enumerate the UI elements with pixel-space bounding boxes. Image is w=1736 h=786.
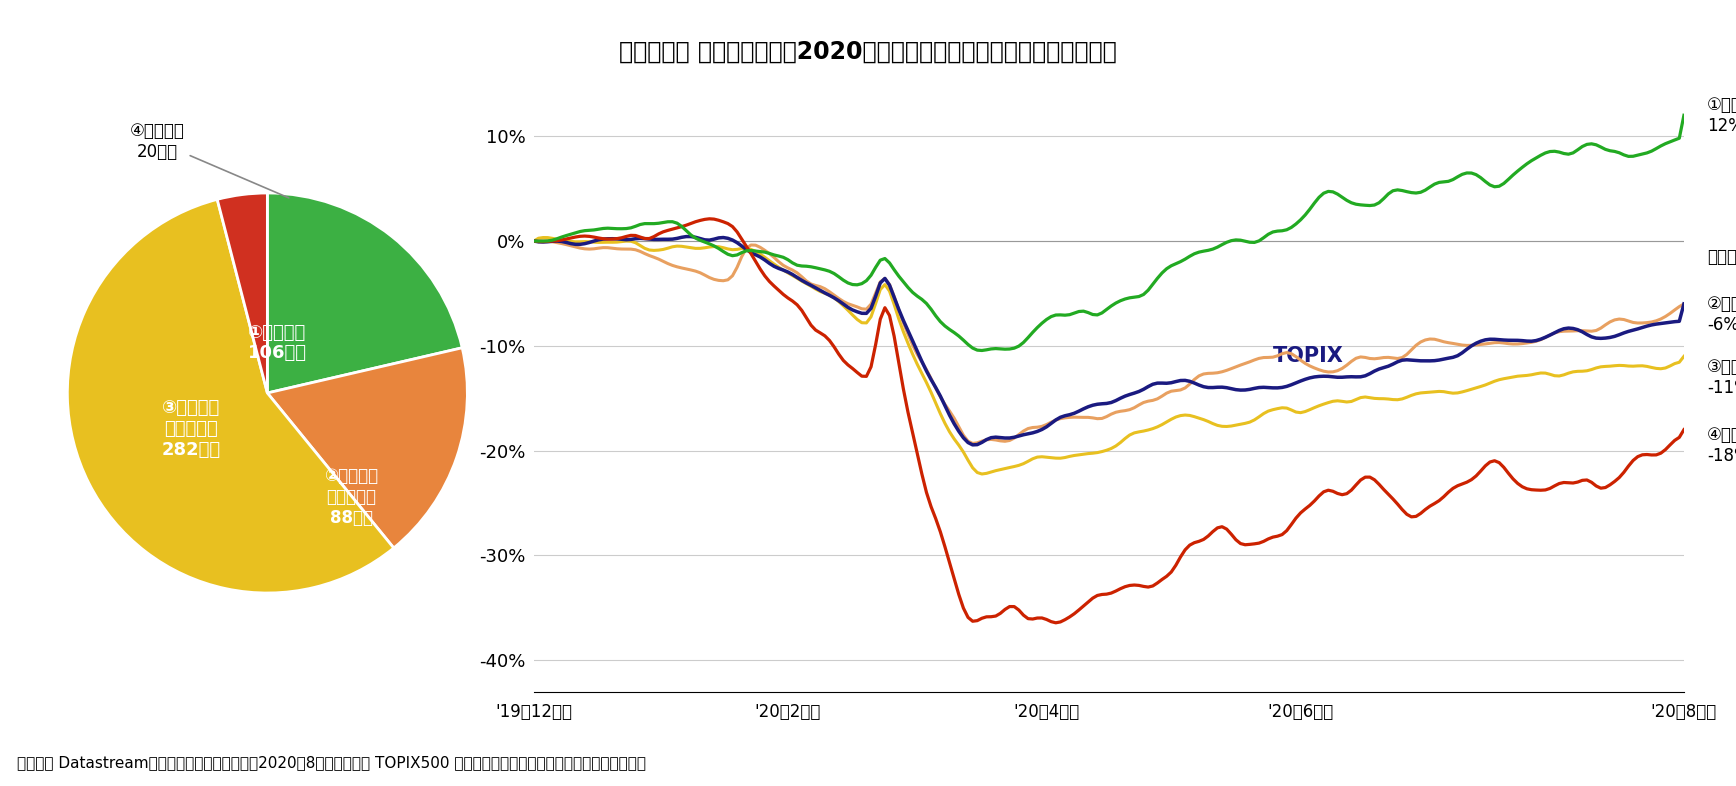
- Text: ③来期低迷
-11%: ③来期低迷 -11%: [1706, 358, 1736, 397]
- Text: ①今期増益
12%: ①今期増益 12%: [1706, 96, 1736, 134]
- Text: ②今期減益
来期は回復
88銘柄: ②今期減益 来期は回復 88銘柄: [325, 467, 378, 527]
- Wedge shape: [267, 347, 467, 548]
- Text: ③今期減益
来期も低过
282銘柄: ③今期減益 来期も低过 282銘柄: [161, 399, 220, 459]
- Text: （資料） Datastream、東洋経済などから作成。2020年8月末時点での TOPIX500 採用銘柄。配当込みの累積収益率の単純平均。: （資料） Datastream、東洋経済などから作成。2020年8月末時点での …: [17, 755, 646, 770]
- Text: TOPIX: TOPIX: [1272, 346, 1344, 365]
- Wedge shape: [267, 193, 462, 393]
- Text: ②来期回復
-6%: ②来期回復 -6%: [1706, 295, 1736, 334]
- Wedge shape: [217, 193, 267, 393]
- Text: ①今期増益
106銘柄: ①今期増益 106銘柄: [248, 324, 307, 362]
- Text: 【図表５】 銘柄数（左）と2020年初からの平均累積収益率の推移（右）: 【図表５】 銘柄数（左）と2020年初からの平均累積収益率の推移（右）: [620, 39, 1116, 64]
- Text: 今期減益: 今期減益: [1706, 248, 1736, 266]
- Wedge shape: [68, 200, 394, 593]
- Text: ④前期赤字
-18%: ④前期赤字 -18%: [1706, 426, 1736, 465]
- Text: ④前期赤字
20銘柄: ④前期赤字 20銘柄: [130, 122, 288, 198]
